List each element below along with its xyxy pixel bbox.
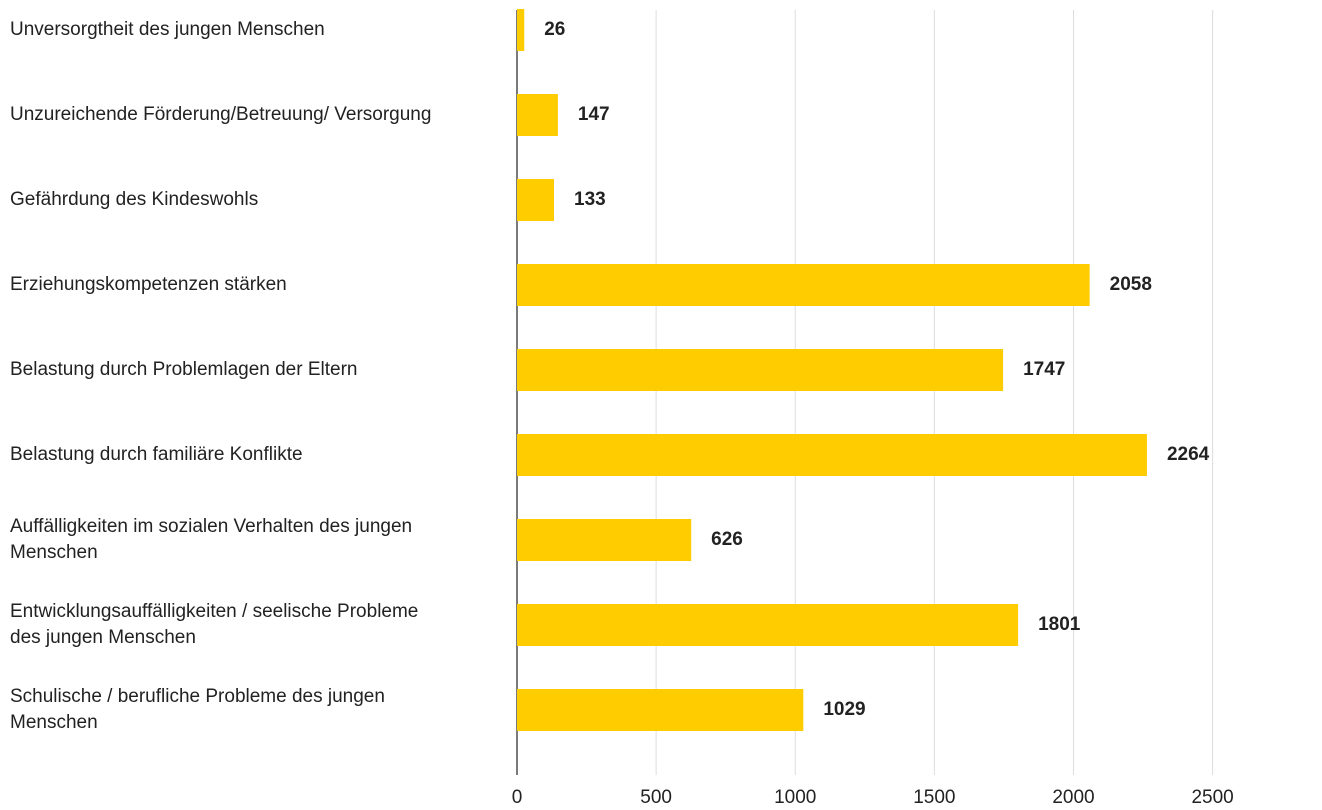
bar [517, 179, 555, 221]
category-label: Belastung durch Problemlagen der Eltern [10, 359, 358, 380]
x-tick-label: 2000 [1052, 787, 1094, 808]
value-label: 2058 [1110, 274, 1152, 295]
category-label: Auffälligkeiten im sozialen Verhalten de… [10, 516, 413, 563]
category-label: Unzureichende Förderung/Betreuung/ Verso… [10, 104, 432, 125]
x-tick-label: 0 [512, 787, 523, 808]
value-label: 2264 [1167, 444, 1210, 465]
bar [517, 604, 1019, 646]
category-label: Unversorgtheit des jungen Menschen [10, 19, 325, 40]
value-label: 1801 [1038, 614, 1081, 635]
x-tick-label: 1500 [913, 787, 955, 808]
bar [517, 349, 1004, 391]
x-tick-label: 2500 [1191, 787, 1233, 808]
bar [517, 9, 525, 51]
x-tick-label: 1000 [774, 787, 816, 808]
value-label: 626 [711, 529, 743, 550]
category-label: Belastung durch familiäre Konflikte [10, 444, 303, 465]
bar [517, 519, 692, 561]
value-label: 1747 [1023, 359, 1065, 380]
bar [517, 689, 804, 731]
category-label: Gefährdung des Kindeswohls [10, 189, 259, 210]
category-label: Schulische / berufliche Probleme des jun… [10, 686, 385, 733]
value-label: 133 [574, 189, 606, 210]
x-tick-label: 500 [640, 787, 672, 808]
category-label: Entwicklungsauffälligkeiten / seelische … [10, 601, 419, 648]
bar [517, 94, 558, 136]
value-label: 26 [544, 19, 565, 40]
value-label: 1029 [823, 699, 865, 720]
value-label: 147 [578, 104, 610, 125]
bar [517, 264, 1090, 306]
bar [517, 434, 1147, 476]
category-label: Erziehungskompetenzen stärken [10, 274, 287, 295]
